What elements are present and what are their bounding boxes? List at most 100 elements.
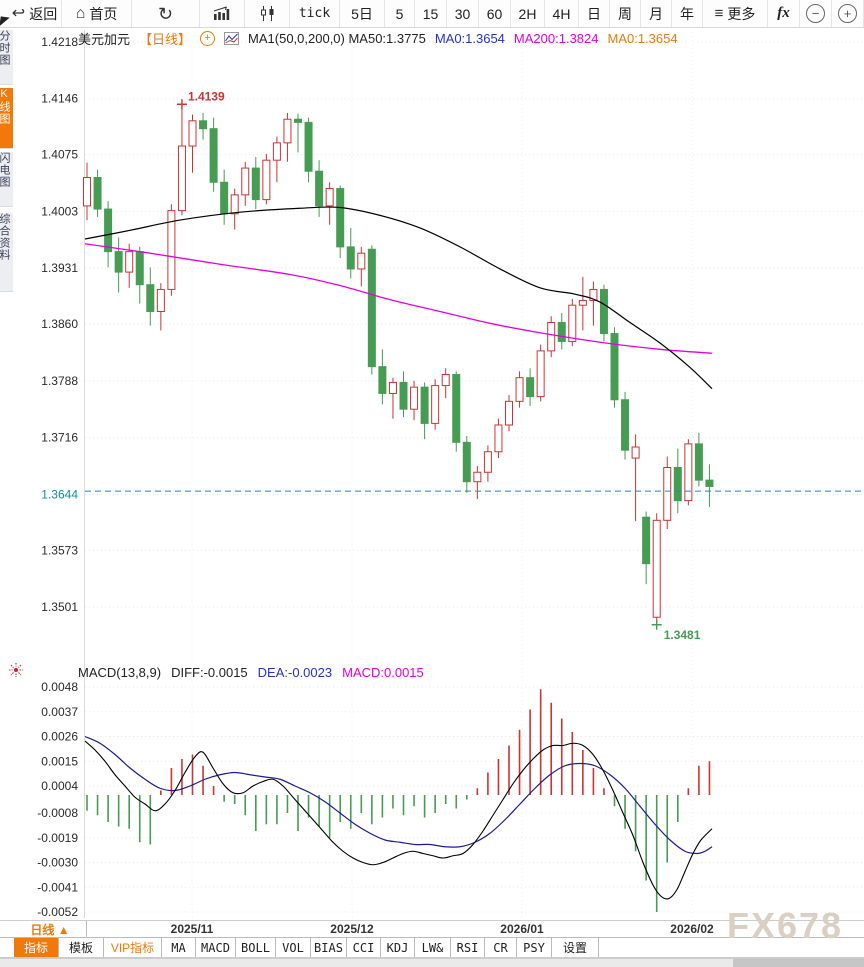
indicator-tab-[interactable]: 模板 — [59, 938, 104, 957]
indicator-tab-cci[interactable]: CCI — [347, 938, 381, 957]
candle-60 — [705, 479, 714, 487]
indicator-tab-macd[interactable]: MACD — [196, 938, 236, 957]
toolbar-zoom-in-button[interactable]: + — [832, 0, 864, 27]
candle-28 — [367, 248, 376, 368]
candle-34 — [431, 385, 440, 424]
toolbar-2h-button[interactable]: 2H — [511, 0, 545, 27]
toolbar-chart-bars-button[interactable] — [200, 0, 245, 27]
macd-axis-label: 0.0048 — [41, 680, 78, 694]
macd-axis-label: -0.0041 — [37, 880, 78, 894]
indicator-tab-psy[interactable]: PSY — [517, 938, 552, 957]
sidebar-tab-kline-chart[interactable]: K线图 — [0, 88, 13, 149]
candle-42 — [515, 377, 524, 402]
toolbar-5m-button[interactable]: 5 — [385, 0, 415, 27]
price-axis-label: 1.3860 — [41, 317, 78, 331]
price-axis-label: 1.3931 — [41, 261, 78, 275]
toolbar-chart-candles-button[interactable] — [245, 0, 290, 27]
candle-48 — [578, 299, 587, 306]
candle-5 — [125, 251, 134, 273]
chart-canvas[interactable]: 1.4218 1.4146 1.4075 1.4003 1.3931 1.3860 1.37… — [0, 28, 864, 920]
indicator-settings-icon[interactable] — [9, 663, 23, 682]
price-axis-label: 1.3716 — [41, 431, 78, 445]
macd-axis-label: 0.0037 — [41, 705, 78, 719]
candle-50 — [599, 288, 608, 335]
toolbar-tick-button[interactable]: tick — [290, 0, 340, 27]
toolbar-60m-button[interactable]: 60 — [479, 0, 511, 27]
toolbar-month-button[interactable]: 月 — [641, 0, 672, 27]
candle-1 — [83, 177, 91, 207]
indicator-tab-ma[interactable]: MA — [162, 938, 196, 957]
candle-29 — [378, 366, 387, 394]
indicator-tab-boll[interactable]: BOLL — [236, 938, 276, 957]
candle-43 — [526, 377, 535, 398]
high-annotation: 1.4139 — [188, 89, 225, 103]
candle-59 — [694, 443, 703, 481]
candle-12 — [199, 120, 208, 130]
indicator-tab-vol[interactable]: VOL — [276, 938, 311, 957]
price-axis-label: 1.3573 — [41, 543, 78, 557]
ma0-blue-value: MA0:1.3654 — [434, 30, 505, 46]
period-dropdown[interactable]: 日线 ▲ — [14, 921, 87, 937]
macd-header: MACD(13,8,9) DIFF:-0.0015 DEA:-0.0023 MA… — [78, 665, 424, 680]
candle-8 — [156, 288, 165, 312]
candle-10 — [177, 145, 186, 212]
toolbar-30m-button[interactable]: 30 — [447, 0, 479, 27]
indicator-tab-[interactable]: 设置 — [552, 938, 599, 957]
indicator-tab-vip[interactable]: VIP指标 — [104, 938, 162, 957]
x-axis-month-label: 2026/01 — [500, 922, 544, 936]
toolbar-5d-button[interactable]: 5日 — [340, 0, 385, 27]
sidebar-tab-info-panel[interactable]: 综合资料 — [0, 213, 13, 292]
candle-3 — [104, 208, 113, 253]
candle-24 — [325, 188, 334, 207]
bottom-scrollbar[interactable] — [0, 958, 864, 967]
candle-2 — [93, 177, 102, 210]
macd-axis-label: 0.0004 — [41, 779, 78, 793]
candle-26 — [346, 246, 355, 270]
indicator-tab-cr[interactable]: CR — [485, 938, 517, 957]
indicator-tab-lw[interactable]: LW& — [415, 938, 451, 957]
period-label: 【日线】 — [139, 31, 192, 47]
macd-dea-value: DEA:-0.0023 — [257, 665, 333, 680]
candle-15 — [230, 194, 239, 215]
indicator-tab-[interactable]: 指标 — [14, 938, 59, 957]
ma200-value: MA200:1.3824 — [513, 30, 599, 46]
candle-57 — [673, 467, 682, 502]
x-axis-month-label: 2025/12 — [330, 922, 374, 936]
toolbar-15m-button[interactable]: 15 — [415, 0, 447, 27]
indicator-tab-kdj[interactable]: KDJ — [381, 938, 415, 957]
sidebar-tab-time-chart[interactable]: 分时图 — [0, 30, 13, 85]
toolbar-refresh-button[interactable]: ↻ — [132, 0, 200, 27]
toolbar-fx-button[interactable]: fx — [768, 0, 800, 27]
indicator-tab-bias[interactable]: BIAS — [311, 938, 347, 957]
indicator-tab-bar: 指标 模板 VIP指标 MA MACD BOLL VOL BIAS CCI KDJ LW& RSI CR… — [0, 937, 864, 958]
macd-axis-label: -0.0030 — [37, 856, 78, 870]
scrollbar-thumb[interactable] — [733, 959, 864, 967]
toolbar-more-button[interactable]: ≡ 更多 — [703, 0, 768, 27]
candle-7 — [146, 284, 155, 312]
candle-36 — [452, 374, 461, 443]
candle-11 — [188, 120, 197, 147]
macd-axis-label: -0.0008 — [37, 806, 78, 820]
candle-40 — [494, 424, 503, 453]
price-axis-label: 1.3788 — [41, 374, 78, 388]
toolbar-home-button[interactable]: ⌂ 首页 — [62, 0, 132, 27]
candle-55 — [652, 519, 661, 618]
x-axis-row: 日线 ▲ 2025/11 2025/12 2026/01 2026/02 — [0, 920, 864, 937]
extreme-marker — [651, 619, 662, 630]
toolbar-zoom-out-button[interactable]: − — [800, 0, 832, 27]
back-arrow-icon: ↩ — [11, 4, 26, 22]
dea-line — [84, 735, 713, 855]
toolbar-4h-button[interactable]: 4H — [545, 0, 579, 27]
candle-16 — [241, 167, 250, 196]
toolbar-day-button[interactable]: 日 — [579, 0, 610, 27]
toolbar-year-button[interactable]: 年 — [672, 0, 703, 27]
candle-53 — [631, 446, 640, 459]
mouse-cursor — [0, 16, 10, 28]
ma0-orange-value: MA0:1.3654 — [607, 30, 678, 46]
sidebar-tab-lightning-chart[interactable]: 闪电图 — [0, 152, 13, 207]
candle-41 — [505, 400, 513, 426]
add-indicator-icon[interactable]: + — [200, 30, 216, 46]
indicator-tab-rsi[interactable]: RSI — [451, 938, 485, 957]
toolbar-back-button[interactable]: ↩ 返回 — [8, 0, 62, 27]
toolbar-week-button[interactable]: 周 — [610, 0, 641, 27]
